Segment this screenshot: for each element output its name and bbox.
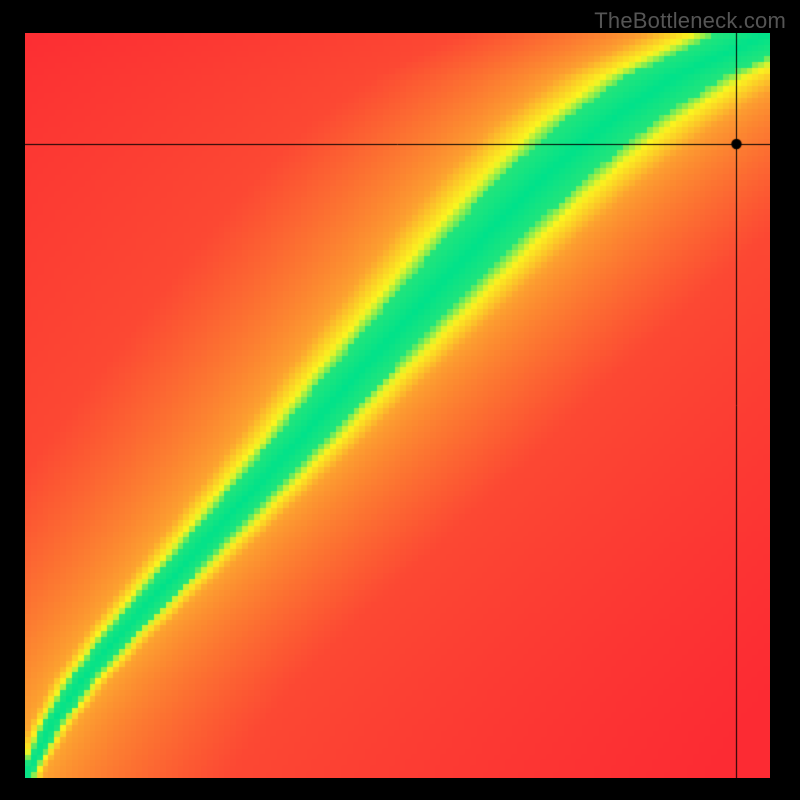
heatmap-plot (25, 33, 770, 778)
watermark-text: TheBottleneck.com (594, 8, 786, 34)
heatmap-canvas (25, 33, 770, 778)
